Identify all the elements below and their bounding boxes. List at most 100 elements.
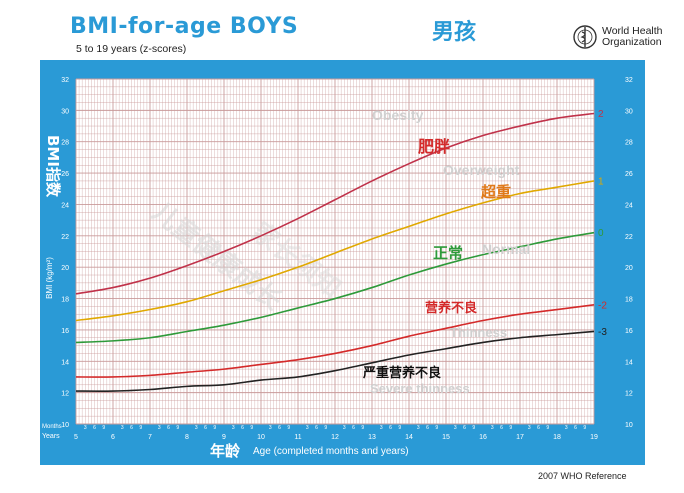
x-month-tick-label: 9: [361, 425, 364, 431]
y-tick-label-right: 22: [625, 234, 633, 241]
x-month-tick-label: 3: [417, 425, 420, 431]
y-tick-label-left: 16: [61, 328, 69, 335]
x-axis-title: Age (completed months and years): [253, 446, 409, 457]
y-tick-label-right: 26: [625, 171, 633, 178]
x-tick-label: 18: [553, 434, 561, 441]
x-tick-label: 7: [148, 434, 152, 441]
obesity-label: Obesity: [372, 107, 424, 123]
x-month-tick-label: 3: [306, 425, 309, 431]
y-tick-label-left: 20: [61, 265, 69, 272]
x-month-tick-label: 9: [583, 425, 586, 431]
y-tick-label-right: 12: [625, 391, 633, 398]
series-line-z0: [75, 231, 595, 344]
y-tick-label-left: 28: [61, 140, 69, 147]
x-month-tick-label: 9: [472, 425, 475, 431]
x-month-tick-label: 9: [398, 425, 401, 431]
z-score-lines: [75, 112, 595, 392]
months-axis-label: Months: [42, 424, 62, 430]
series-line-z1: [75, 180, 595, 322]
y-tick-label-right: 24: [625, 202, 633, 209]
overweight-label: Overweight: [443, 162, 520, 178]
x-month-tick-label: 6: [500, 425, 503, 431]
x-tick-label: 5: [74, 434, 78, 441]
x-tick-label: 8: [185, 434, 189, 441]
x-tick-label: 19: [590, 434, 598, 441]
series-label-z0: 0: [598, 228, 604, 239]
x-month-tick-label: 3: [380, 425, 383, 431]
x-axis-title-chinese: 年龄: [210, 442, 241, 460]
x-month-tick-label: 9: [213, 425, 216, 431]
x-month-tick-label: 6: [204, 425, 207, 431]
y-tick-label-left: 32: [61, 77, 69, 84]
x-month-tick-label: 3: [269, 425, 272, 431]
y-tick-label-left: 26: [61, 171, 69, 178]
x-month-tick-label: 3: [454, 425, 457, 431]
x-month-tick-label: 9: [324, 425, 327, 431]
x-tick-label: 12: [331, 434, 339, 441]
x-month-tick-label: 9: [139, 425, 142, 431]
x-tick-label: 11: [294, 434, 301, 441]
chart-subtitle: 5 to 19 years (z-scores): [76, 43, 187, 55]
series-label-z2: 2: [598, 109, 604, 120]
series-label-z-3: -3: [598, 327, 607, 338]
y-tick-label-left: 24: [61, 202, 69, 209]
x-month-tick-label: 9: [435, 425, 438, 431]
y-tick-label-left: 10: [61, 422, 69, 429]
grid: [75, 78, 595, 425]
overweight-label-chinese: 超重: [480, 183, 511, 201]
x-month-tick-label: 6: [352, 425, 355, 431]
y-tick-label-right: 14: [625, 359, 633, 366]
x-month-tick-label: 3: [158, 425, 161, 431]
x-tick-label: 10: [257, 434, 265, 441]
y-tick-label-left: 18: [61, 297, 69, 304]
x-month-tick-label: 6: [463, 425, 466, 431]
x-month-tick-label: 9: [176, 425, 179, 431]
chart-title: BMI-for-age BOYS: [70, 14, 299, 39]
x-month-tick-label: 6: [278, 425, 281, 431]
x-month-tick-label: 3: [528, 425, 531, 431]
x-month-tick-label: 9: [250, 425, 253, 431]
y-axis-right-labels: 10 12 14 16 18 20 22 24 26 28 30 32: [625, 77, 633, 429]
y-tick-label-right: 30: [625, 108, 633, 115]
who-emblem-icon: [573, 25, 597, 49]
series-label-z-2: -2: [598, 300, 607, 311]
y-tick-label-left: 12: [61, 391, 69, 398]
normal-label: Normal: [482, 241, 530, 257]
x-month-tick-label: 6: [93, 425, 96, 431]
x-month-tick-label: 3: [343, 425, 346, 431]
x-tick-label: 9: [222, 434, 226, 441]
x-month-tick-label: 6: [315, 425, 318, 431]
y-axis-title: BMI (kg/m²): [45, 257, 54, 299]
y-tick-label-right: 20: [625, 265, 633, 272]
chart-title-chinese: 男孩: [432, 20, 477, 45]
x-month-tick-label: 3: [232, 425, 235, 431]
x-month-tick-label: 9: [546, 425, 549, 431]
x-month-tick-label: 6: [537, 425, 540, 431]
x-month-tick-label: 9: [509, 425, 512, 431]
series-line-z-3: [75, 330, 595, 392]
severe-thinness-label-chinese: 严重营养不良: [362, 365, 441, 381]
y-tick-label-left: 30: [61, 108, 69, 115]
x-month-tick-label: 3: [565, 425, 568, 431]
x-tick-label: 17: [516, 434, 524, 441]
y-tick-label-right: 10: [625, 422, 633, 429]
y-axis-left-labels: 10 12 14 16 18 20 22 24 26 28 30 32: [61, 77, 69, 429]
x-tick-label: 13: [368, 434, 376, 441]
who-name: World Health Organization: [602, 26, 663, 48]
obesity-label-chinese: 肥胖: [418, 137, 450, 156]
years-axis-label: Years: [42, 433, 60, 440]
severe-thinness-label: Severe thinness: [370, 381, 470, 396]
normal-label-chinese: 正常: [433, 244, 463, 262]
y-tick-label-left: 14: [61, 359, 69, 366]
x-month-tick-label: 3: [121, 425, 124, 431]
series-line-z-2: [75, 304, 595, 378]
who-name-line2: Organization: [602, 36, 662, 48]
thinness-label: Thinness: [450, 325, 507, 340]
x-tick-label: 15: [442, 434, 450, 441]
x-month-tick-label: 3: [195, 425, 198, 431]
z-score-labels: 2 1 0 -2 -3: [598, 109, 607, 338]
y-tick-label-right: 18: [625, 297, 633, 304]
series-line-z2: [75, 112, 595, 295]
